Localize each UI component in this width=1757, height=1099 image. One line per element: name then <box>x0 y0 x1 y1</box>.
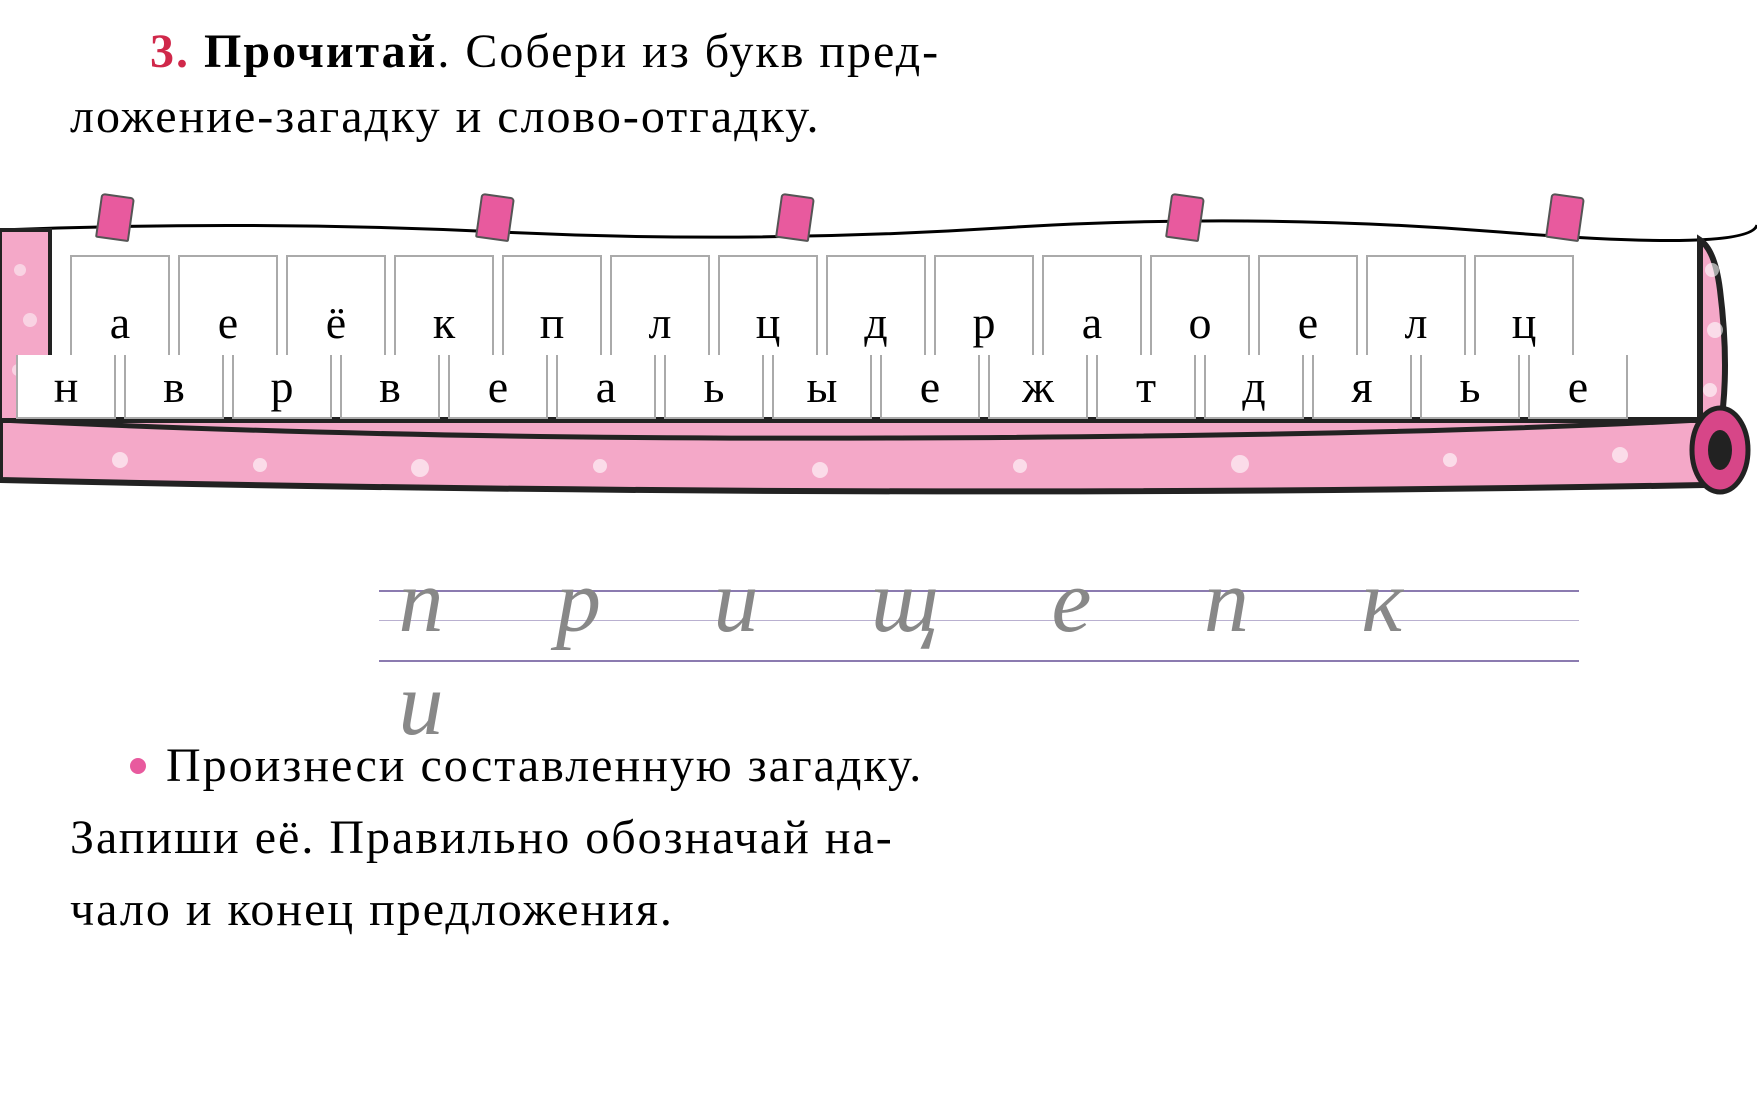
bullet-dot-icon <box>130 758 146 774</box>
task-instruction: 3. Прочитай. Собери из букв пред- ложени… <box>0 0 1757 160</box>
letter-cell-top: ц <box>1474 255 1574 355</box>
letter-cell-bottom: е <box>1528 355 1628 419</box>
rug-illustration: аневёрквпелацьдыреажотедляцье <box>0 170 1757 510</box>
clothespeg-icon <box>1540 195 1590 255</box>
letter-cell-bottom: ь <box>664 355 764 419</box>
letter-cell-top: ц <box>718 255 818 355</box>
letter-cell-top: д <box>826 255 926 355</box>
handwriting-area: п р и щ е п к и <box>379 570 1579 690</box>
letter-cell-bottom: е <box>880 355 980 419</box>
letter-cell-bottom: н <box>16 355 116 419</box>
task-verb: Прочитай <box>204 25 437 78</box>
letter-cell-top: ё <box>286 255 386 355</box>
instruction-part2: ложение-загадку и слово-отгадку. <box>70 90 820 143</box>
letter-cell-bottom: я <box>1312 355 1412 419</box>
letter-cell-bottom: а <box>556 355 656 419</box>
letter-cell-bottom: р <box>232 355 332 419</box>
letter-cell-bottom: е <box>448 355 548 419</box>
clothespeg-icon <box>90 195 140 255</box>
letter-cell-top: п <box>502 255 602 355</box>
letter-cell-top: о <box>1150 255 1250 355</box>
clothespeg-icon <box>770 195 820 255</box>
clothespeg-icon <box>470 195 520 255</box>
letters-strip: аневёрквпелацьдыреажотедляцье <box>60 255 1700 415</box>
letter-cell-top: к <box>394 255 494 355</box>
bullet-line2: Запиши её. Правильно обозначай на- <box>70 811 894 864</box>
instruction-part1: . Собери из букв пред- <box>437 25 940 78</box>
task-number: 3. <box>150 25 190 78</box>
letter-cell-top: л <box>610 255 710 355</box>
letter-cell-bottom: т <box>1096 355 1196 419</box>
letter-cell-bottom: ь <box>1420 355 1520 419</box>
letter-cell-bottom: ы <box>772 355 872 419</box>
letter-cell-top: а <box>70 255 170 355</box>
letter-cell-bottom: ж <box>988 355 1088 419</box>
letter-cell-top: р <box>934 255 1034 355</box>
letter-cell-bottom: в <box>340 355 440 419</box>
letter-cell-top: л <box>1366 255 1466 355</box>
letter-cell-top: а <box>1042 255 1142 355</box>
bullet-line3: чало и конец предложения. <box>70 883 674 936</box>
letter-cell-bottom: д <box>1204 355 1304 419</box>
letter-cell-top: е <box>178 255 278 355</box>
letter-cell-bottom: в <box>124 355 224 419</box>
clothespeg-icon <box>1160 195 1210 255</box>
cursive-sample: п р и щ е п к и <box>399 550 1579 756</box>
letter-cell-top: е <box>1258 255 1358 355</box>
